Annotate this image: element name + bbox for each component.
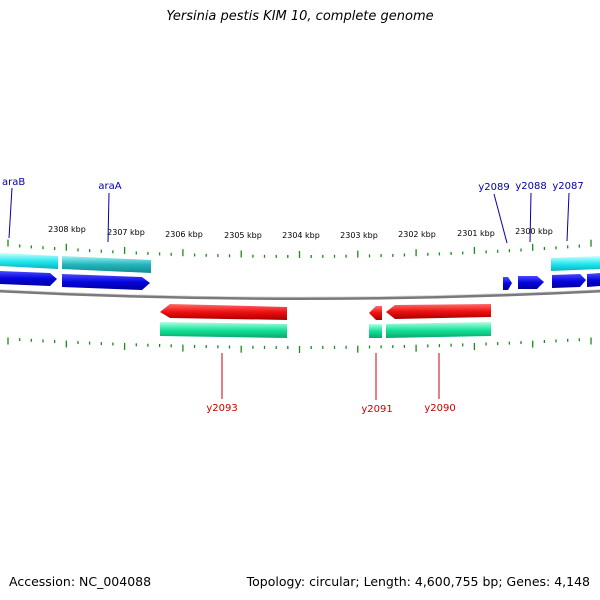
gene-label-y2088[interactable]: y2088 [515,181,546,192]
gene-arrow-y2090[interactable] [386,304,491,319]
cds-araB[interactable] [0,253,58,269]
gene-arrow-araB[interactable] [0,271,57,286]
gene-arrow-y2088[interactable] [518,276,544,289]
scale-ticks-outer [7,239,592,258]
scale-label-2305: 2305 kbp [224,231,262,240]
scale-label-2308: 2308 kbp [48,225,86,234]
scale-label-2307: 2307 kbp [107,228,145,237]
gene-label-y2091[interactable]: y2091 [361,404,392,415]
gene-label-y2093[interactable]: y2093 [206,403,237,414]
leader-line-araB [8,187,13,239]
leader-line-y2088 [529,192,532,243]
cds-y2087[interactable] [551,256,600,271]
gene-arrow-y2091[interactable] [369,306,382,320]
scale-label-2300: 2300 kbp [515,227,553,236]
cds-araA[interactable] [62,256,151,273]
forward-gene-track [0,271,600,290]
scale-labels: 2308 kbp 2307 kbp 2306 kbp 2305 kbp 2304… [48,225,553,240]
scale-label-2306: 2306 kbp [165,230,203,239]
forward-cds-track [0,253,600,273]
reverse-gene-track [160,304,491,320]
leader-line-y2089 [493,193,508,244]
gene-arrow-next[interactable] [587,273,600,287]
genome-summary: Topology: circular; Length: 4,600,755 bp… [246,574,590,589]
gene-label-y2089[interactable]: y2089 [478,182,509,193]
genome-title: Yersinia pestis KIM 10, complete genome [166,9,434,24]
cds-y2090[interactable] [386,322,491,338]
accession-label: Accession: NC_004088 [9,574,152,589]
reverse-gene-labels: y2093 y2091 y2090 [206,353,456,415]
scale-label-2304: 2304 kbp [282,231,320,240]
gene-arrow-y2087[interactable] [552,274,586,288]
cds-y2093[interactable] [160,322,287,338]
leader-line-y2087 [566,192,570,242]
gene-arrow-y2089[interactable] [503,277,512,290]
reverse-cds-track [160,322,491,338]
scale-label-2301: 2301 kbp [457,229,495,238]
gene-arrow-araA[interactable] [62,274,150,290]
scale-ticks-inner [7,337,592,353]
scale-label-2303: 2303 kbp [340,231,378,240]
genome-backbone [0,289,600,300]
gene-label-araA[interactable]: araA [98,181,121,192]
leader-line-araA [107,192,110,243]
gene-arrow-y2093[interactable] [160,304,287,320]
gene-label-araB[interactable]: araB [2,177,25,188]
scale-label-2302: 2302 kbp [398,230,436,239]
forward-gene-labels: araB araA y2089 y2088 y2087 [2,177,584,244]
gene-label-y2087[interactable]: y2087 [552,181,583,192]
cds-y2091[interactable] [369,324,382,338]
gene-label-y2090[interactable]: y2090 [424,403,455,414]
